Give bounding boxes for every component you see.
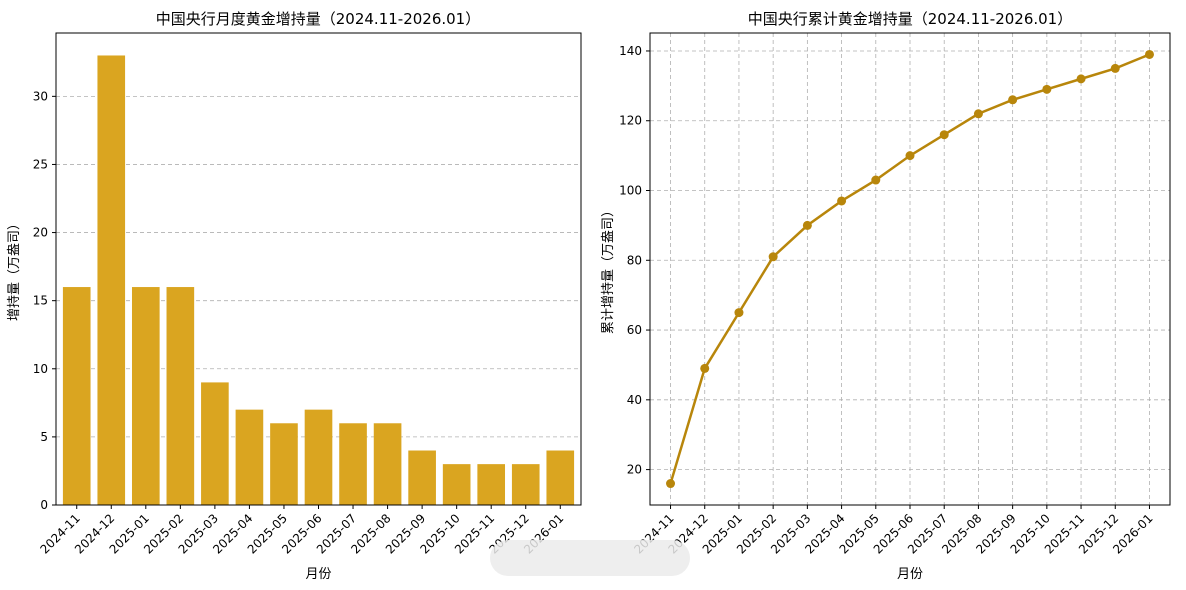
bar (511, 464, 540, 505)
bars (62, 55, 575, 505)
data-point (1144, 49, 1154, 59)
y-axis-ticks: 20 40 60 80 100 120 140 (619, 44, 650, 477)
bar (477, 464, 506, 505)
y-tick-label: 30 (33, 89, 48, 103)
data-point (1042, 84, 1052, 94)
y-tick-label: 60 (627, 323, 642, 337)
data-point (768, 252, 778, 262)
data-point (734, 308, 744, 318)
y-tick-label: 0 (40, 498, 48, 512)
bar (201, 382, 229, 505)
y-axis-ticks: 0 5 10 15 20 25 30 (33, 89, 56, 512)
data-point (837, 196, 847, 206)
bar (62, 287, 91, 505)
x-axis-ticks: 2024-112024-122025-012025-022025-032025-… (631, 505, 1156, 557)
y-axis-label: 累计增持量（万盎司） (601, 204, 616, 334)
bar (408, 450, 436, 505)
chart-title: 中国央行累计黄金增持量（2024.11-2026.01） (748, 10, 1072, 28)
watermark-overlay (490, 540, 690, 576)
bar (131, 287, 160, 505)
y-tick-label: 5 (40, 430, 48, 444)
grid-lines (650, 33, 1170, 505)
bar (235, 409, 264, 505)
data-point (939, 130, 949, 140)
chart-title: 中国央行月度黄金增持量（2024.11-2026.01） (156, 10, 480, 28)
x-axis-label: 月份 (305, 567, 331, 582)
bar (442, 464, 471, 505)
bar (97, 55, 126, 505)
bar (546, 450, 575, 505)
monthly-bar-chart: 中国央行月度黄金增持量（2024.11-2026.01） 0 5 10 15 20 25 3… (7, 10, 582, 582)
bar (270, 423, 298, 505)
y-tick-label: 20 (627, 463, 642, 477)
y-tick-label: 25 (33, 157, 48, 171)
data-point (1076, 74, 1086, 84)
y-tick-label: 15 (33, 294, 48, 308)
y-tick-label: 10 (33, 362, 48, 376)
data-point (700, 363, 710, 373)
data-point (802, 220, 812, 230)
y-tick-label: 100 (619, 184, 642, 198)
x-axis-ticks: 2024-112024-122025-012025-022025-032025-… (37, 505, 566, 557)
y-axis-label: 增持量（万盎司） (7, 217, 22, 321)
bar (166, 287, 195, 505)
bar (339, 423, 367, 505)
y-tick-label: 80 (627, 253, 642, 267)
data-point (1008, 95, 1018, 105)
y-tick-label: 40 (627, 393, 642, 407)
cumulative-line-chart: 中国央行累计黄金增持量（2024.11-2026.01） 20 40 60 80 100… (601, 10, 1171, 582)
bar (304, 409, 333, 505)
y-tick-label: 120 (619, 114, 642, 128)
data-point (1110, 63, 1120, 73)
y-tick-label: 20 (33, 226, 48, 240)
data-point (973, 109, 983, 119)
data-point (871, 175, 881, 185)
bar (373, 423, 402, 505)
data-point (666, 479, 676, 489)
x-axis-label: 月份 (897, 567, 923, 582)
y-tick-label: 140 (619, 44, 642, 58)
line-series (666, 49, 1154, 489)
data-point (905, 151, 915, 161)
